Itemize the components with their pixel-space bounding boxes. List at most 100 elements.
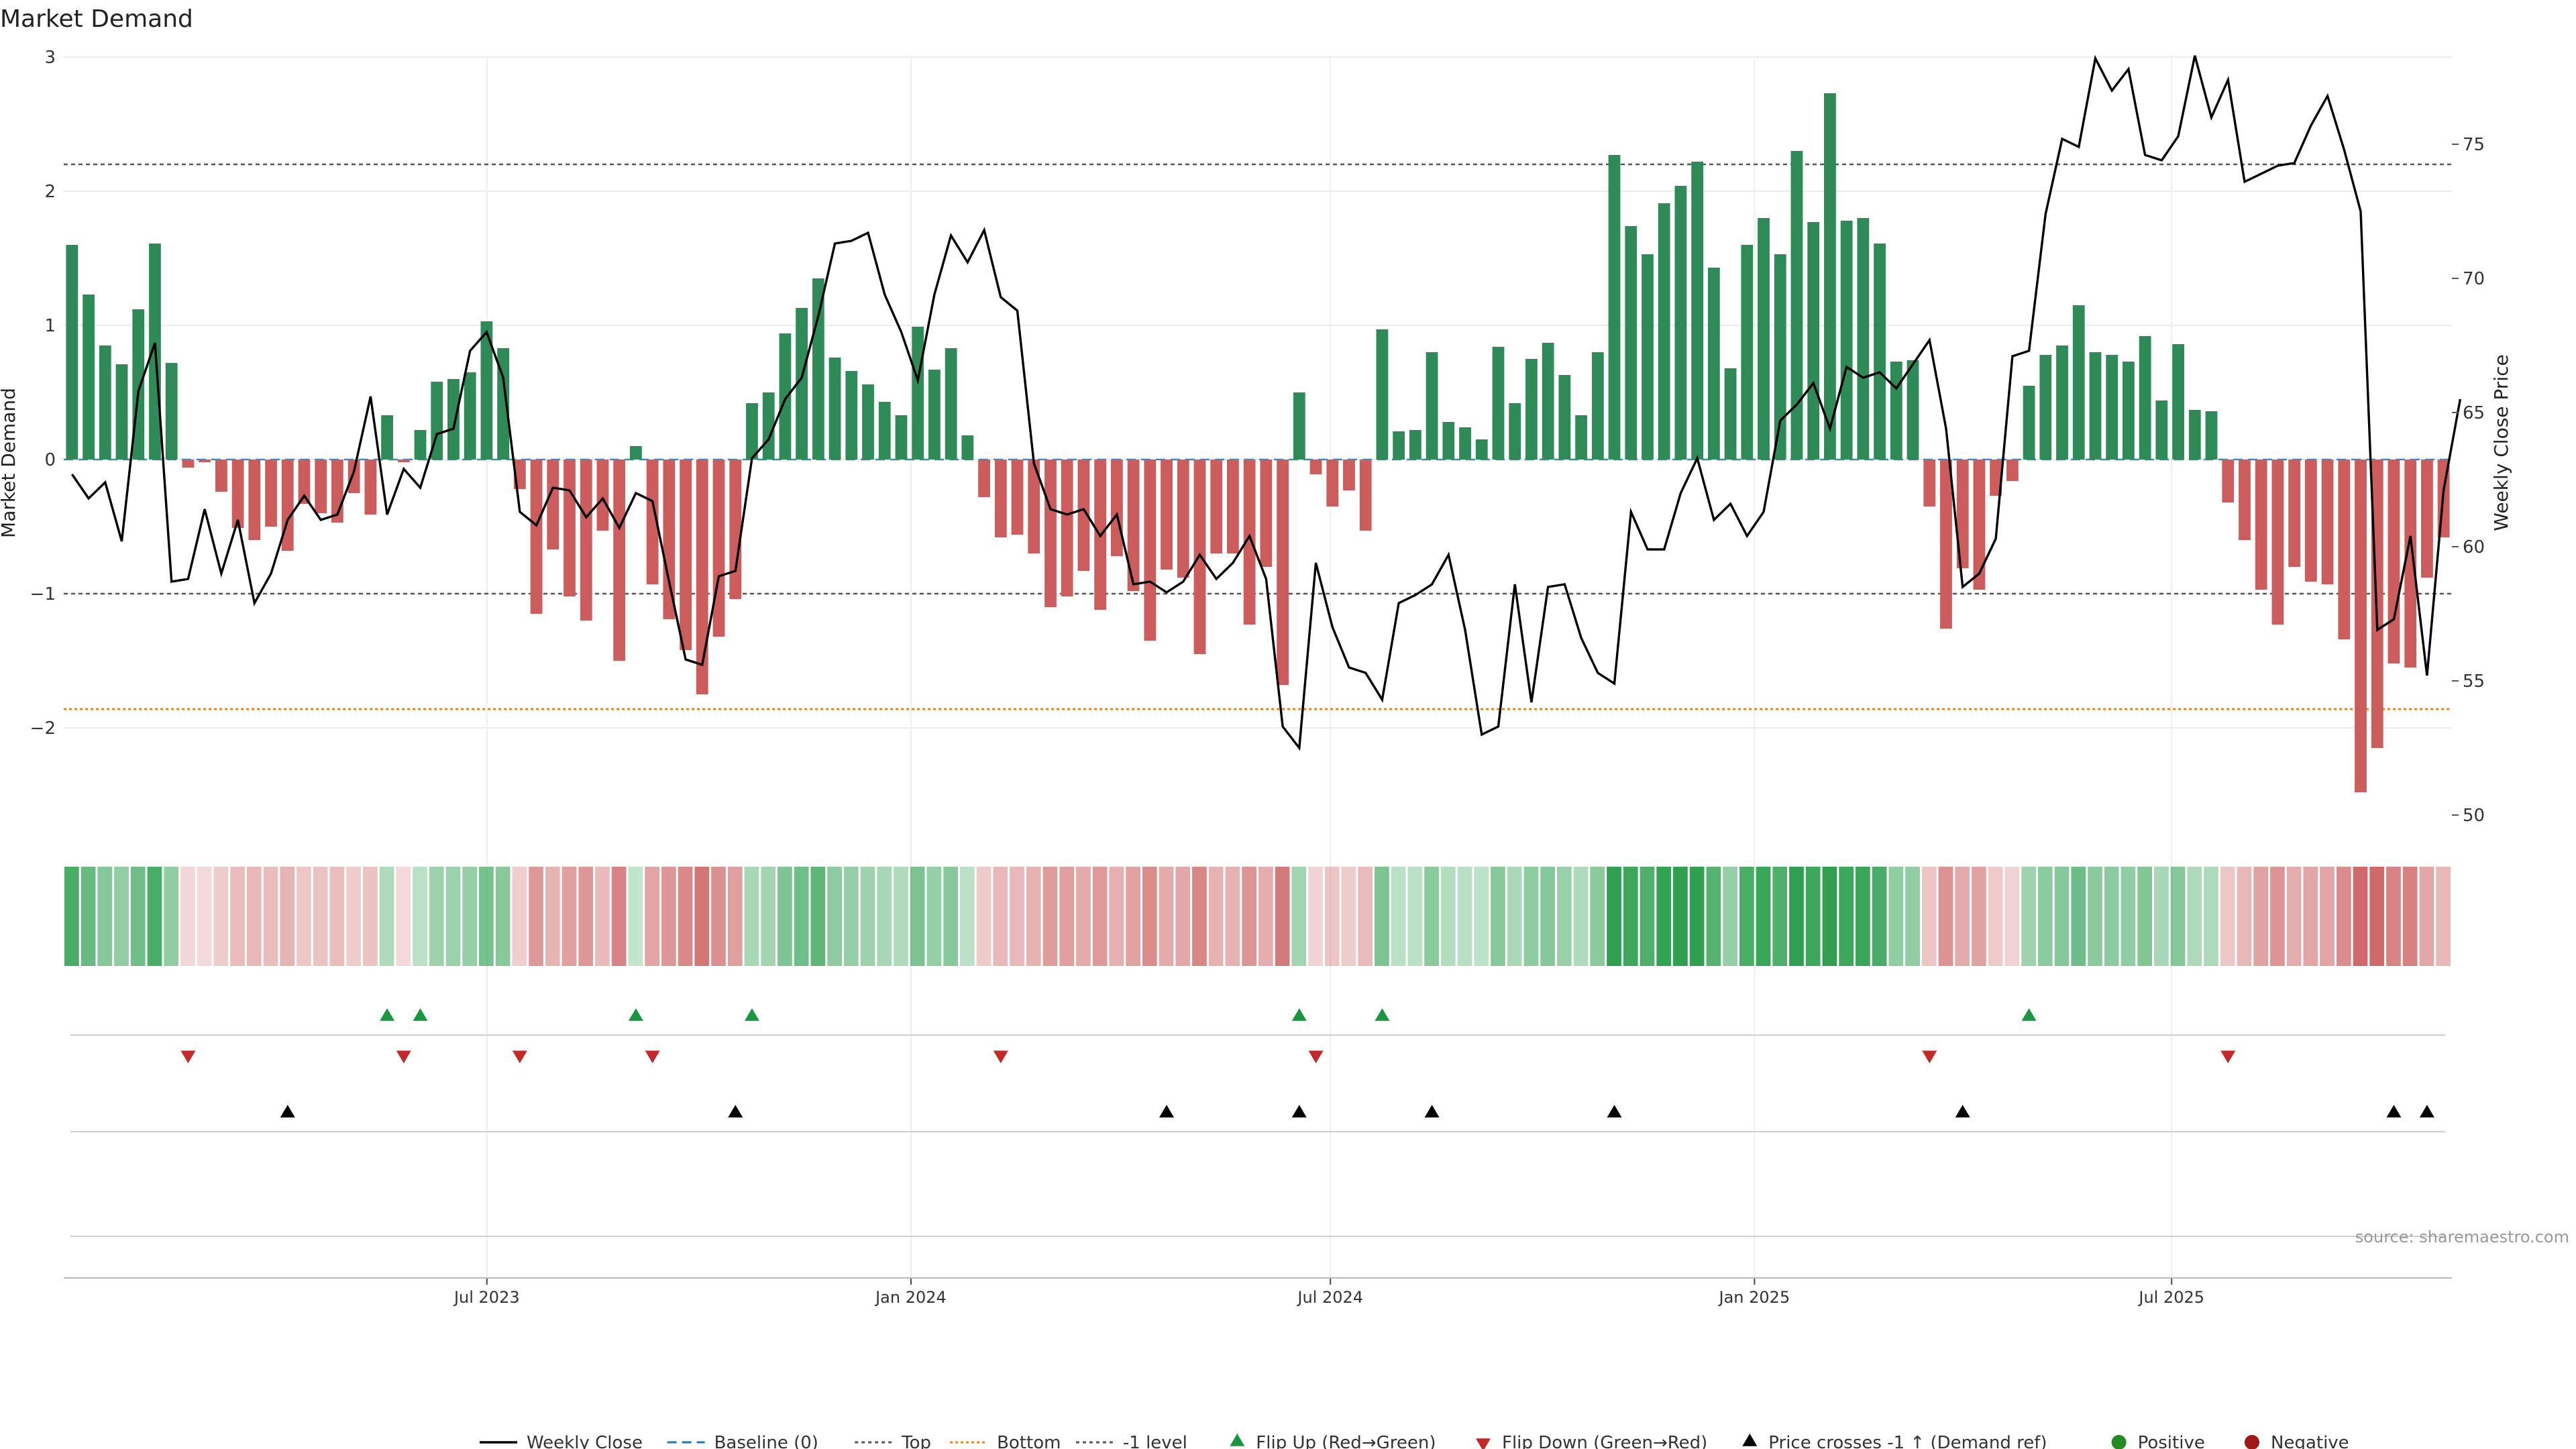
ribbon-cell bbox=[1523, 867, 1539, 966]
ribbon-cell bbox=[1557, 867, 1572, 966]
demand-bar bbox=[1940, 460, 1952, 629]
demand-bar bbox=[215, 460, 227, 492]
demand-bar bbox=[646, 460, 659, 584]
demand-bar bbox=[2089, 352, 2102, 460]
y-left-tick-label: 3 bbox=[44, 48, 56, 68]
demand-bar bbox=[1277, 460, 1289, 685]
ribbon-cell bbox=[1308, 867, 1323, 966]
ribbon-cell bbox=[313, 867, 328, 966]
y-left-tick-label: 2 bbox=[44, 182, 56, 202]
legend: Weekly Close Baseline (0) Top Bottom -1 leve… bbox=[480, 1433, 2349, 1449]
demand-bar bbox=[115, 364, 128, 460]
demand-bar bbox=[2023, 386, 2035, 460]
ribbon-cell bbox=[2353, 867, 2368, 966]
legend-label: Negative bbox=[2271, 1433, 2349, 1449]
ribbon-cell bbox=[1175, 867, 1191, 966]
demand-bar bbox=[1044, 460, 1057, 607]
flip-down-marker bbox=[396, 1051, 411, 1063]
demand-bar bbox=[1608, 155, 1621, 460]
legend-swatch-cross bbox=[1742, 1434, 1758, 1446]
ribbon-cell bbox=[346, 867, 361, 966]
demand-bar bbox=[2155, 400, 2168, 460]
ribbon-cell bbox=[413, 867, 427, 966]
demand-bar bbox=[2006, 460, 2019, 481]
ribbon-cell bbox=[2021, 867, 2036, 966]
price-cross-marker bbox=[728, 1105, 743, 1118]
demand-bar bbox=[630, 446, 642, 460]
ribbon-cell bbox=[1457, 867, 1472, 966]
ribbon-cell bbox=[445, 867, 461, 966]
demand-bar bbox=[530, 460, 543, 614]
flip-up-marker bbox=[380, 1008, 395, 1021]
flip-up-marker bbox=[413, 1008, 428, 1021]
ribbon-cell bbox=[1142, 867, 1157, 966]
demand-bar bbox=[2239, 460, 2251, 540]
flip-up-marker bbox=[628, 1008, 643, 1021]
demand-bar bbox=[2039, 355, 2052, 460]
ribbon-cell bbox=[727, 867, 743, 966]
demand-bar bbox=[2255, 460, 2267, 590]
ribbon-cell bbox=[1010, 867, 1024, 966]
demand-bar bbox=[1028, 460, 1040, 553]
demand-bar bbox=[680, 460, 692, 650]
ribbon-cell bbox=[2303, 867, 2318, 966]
ribbon-cell bbox=[1689, 867, 1705, 966]
demand-bar bbox=[1409, 430, 1421, 460]
demand-bar bbox=[66, 245, 78, 460]
x-tick-label: Jan 2024 bbox=[874, 1288, 947, 1307]
ribbon-cell bbox=[694, 867, 710, 966]
flip-up-marker bbox=[744, 1008, 759, 1021]
demand-bar bbox=[961, 435, 974, 460]
demand-bar bbox=[1127, 460, 1140, 591]
ribbon-cell bbox=[80, 867, 96, 966]
demand-bar bbox=[712, 460, 725, 637]
demand-bar bbox=[1542, 343, 1554, 460]
legend-swatch-flipup bbox=[1230, 1434, 1245, 1446]
demand-bar bbox=[347, 460, 360, 493]
ribbon-cell bbox=[280, 867, 295, 966]
legend-swatch-flipdown bbox=[1476, 1438, 1491, 1449]
ribbon-cell bbox=[2104, 867, 2119, 966]
demand-bar bbox=[978, 460, 990, 497]
legend-item-negative: Negative bbox=[2245, 1433, 2349, 1449]
demand-bar bbox=[165, 363, 178, 460]
demand-bar bbox=[796, 308, 808, 460]
ribbon-cell bbox=[2088, 867, 2102, 966]
ribbon-cell bbox=[147, 867, 162, 966]
ribbon-cell bbox=[1706, 867, 1721, 966]
y-left-tick-label: −1 bbox=[30, 584, 56, 604]
ribbon-cell bbox=[611, 867, 627, 966]
ribbon-cell bbox=[1872, 867, 1887, 966]
ribbon-cell bbox=[1026, 867, 1041, 966]
demand-bar bbox=[2355, 460, 2367, 792]
ribbon-cell bbox=[1673, 867, 1688, 966]
ribbon-cell bbox=[2004, 867, 2020, 966]
demand-bar bbox=[547, 460, 559, 549]
ribbon-cell bbox=[1440, 867, 1456, 966]
ribbon-cell bbox=[1723, 867, 1737, 966]
ribbon-cell bbox=[2170, 867, 2186, 966]
ribbon-cell bbox=[2253, 867, 2269, 966]
ribbon-cell bbox=[429, 867, 444, 966]
demand-bar bbox=[729, 460, 742, 599]
demand-bar bbox=[1110, 460, 1123, 556]
ribbon-cell bbox=[1159, 867, 1174, 966]
legend-item-top: Top bbox=[855, 1433, 931, 1449]
ribbon-cell bbox=[495, 867, 511, 966]
ribbon-cell bbox=[2419, 867, 2434, 966]
ribbon-cell bbox=[1756, 867, 1771, 966]
ribbon-cell bbox=[130, 867, 146, 966]
demand-bar bbox=[2172, 344, 2184, 460]
demand-bar bbox=[2222, 460, 2235, 502]
axes: 3 2 1 0 −1 −2 75 70 65 60 55 50 Jul 2023 Jan 2024 Jul … bbox=[30, 48, 2485, 1307]
legend-item-cross: Price crosses -1 ↑ (Demand ref) bbox=[1768, 1433, 2047, 1449]
ribbon-cell bbox=[1208, 867, 1224, 966]
demand-bar bbox=[1774, 254, 1786, 460]
demand-bar bbox=[1642, 254, 1654, 460]
y-axis-left-label: Market Demand bbox=[0, 388, 19, 538]
y-right-tick-label: 65 bbox=[2463, 403, 2485, 423]
ribbon-cell bbox=[164, 867, 179, 966]
demand-bar bbox=[945, 348, 957, 460]
legend-item-positive: Positive bbox=[2111, 1433, 2205, 1449]
demand-bar bbox=[2139, 336, 2151, 460]
